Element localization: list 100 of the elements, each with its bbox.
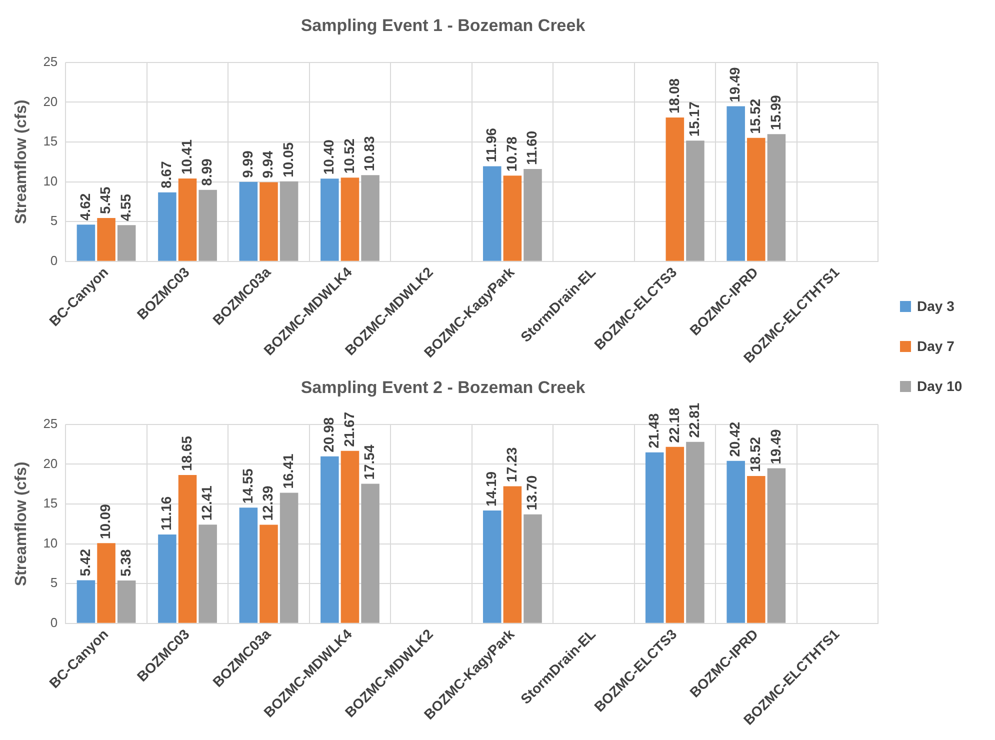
bar (666, 446, 684, 623)
bar (686, 442, 704, 623)
data-label: 15.52 (747, 98, 764, 134)
bar (117, 580, 136, 623)
data-label: 18.08 (666, 78, 682, 114)
bar (97, 543, 116, 623)
data-label: 17.54 (361, 444, 378, 480)
data-label: 10.41 (178, 139, 194, 175)
data-label: 8.67 (158, 160, 174, 188)
y-axis-title: Streamflow (cfs) (13, 100, 30, 224)
bar (198, 190, 217, 261)
y-tick-label: 20 (43, 94, 58, 109)
data-label: 9.94 (260, 150, 276, 178)
data-label: 10.05 (280, 142, 296, 178)
legend-label: Day 10 (917, 378, 962, 394)
bar (178, 178, 197, 261)
bar (503, 176, 522, 261)
bar (239, 508, 258, 623)
bar (483, 166, 502, 261)
bar (340, 178, 360, 261)
data-label: 18.65 (178, 436, 194, 471)
bar (361, 175, 380, 261)
bar (158, 534, 176, 623)
bar (503, 486, 522, 623)
data-label: 22.81 (686, 402, 702, 438)
data-label: 10.09 (97, 504, 114, 540)
y-tick-label: 5 (50, 575, 58, 590)
bar (76, 580, 96, 623)
bar (726, 460, 745, 623)
bar (524, 169, 542, 261)
bar (726, 106, 745, 261)
bar (747, 476, 766, 623)
bar (767, 134, 786, 261)
legend-label: Day 7 (917, 338, 954, 354)
bar (767, 468, 786, 623)
bar (320, 456, 339, 623)
data-label: 10.83 (361, 136, 378, 172)
bar (645, 452, 664, 623)
bar (178, 474, 197, 623)
data-label: 10.40 (320, 139, 337, 175)
legend-label: Day 3 (917, 298, 954, 314)
data-label: 9.99 (239, 150, 256, 178)
y-axis-title: Streamflow (cfs) (13, 462, 30, 586)
data-label: 19.49 (767, 429, 784, 464)
y-tick-label: 25 (43, 416, 58, 431)
bar (686, 140, 704, 261)
data-label: 13.70 (524, 475, 540, 510)
y-tick-label: 0 (50, 614, 58, 630)
bar (97, 218, 116, 261)
data-label: 12.41 (198, 485, 215, 521)
bar (158, 192, 176, 261)
bar (320, 178, 339, 261)
data-label: 15.17 (686, 101, 702, 137)
bar (76, 224, 96, 261)
data-label: 5.38 (117, 549, 134, 577)
bar (260, 182, 278, 261)
data-label: 10.52 (340, 138, 357, 174)
data-label: 4.55 (117, 194, 134, 222)
data-label: 21.48 (645, 413, 662, 448)
y-tick-label: 20 (43, 456, 58, 471)
y-tick-label: 5 (50, 213, 58, 228)
bar (747, 138, 766, 261)
y-tick-label: 0 (50, 252, 58, 268)
data-label: 18.52 (747, 436, 764, 472)
bar (280, 492, 298, 623)
data-label: 20.98 (320, 417, 337, 452)
chart-title: Sampling Event 2 - Bozeman Creek (300, 378, 586, 397)
data-label: 19.49 (726, 67, 743, 102)
data-label: 11.16 (158, 496, 174, 531)
data-label: 16.41 (280, 454, 296, 489)
bar (117, 225, 136, 261)
data-label: 10.78 (503, 136, 520, 172)
data-label: 11.60 (524, 130, 540, 166)
data-label: 22.18 (666, 408, 682, 443)
data-label: 14.19 (483, 471, 499, 506)
data-label: 14.55 (239, 468, 256, 504)
data-label: 20.42 (726, 422, 743, 457)
data-label: 15.99 (767, 94, 784, 130)
bar (198, 524, 217, 623)
bar (280, 181, 298, 261)
chart-title: Sampling Event 1 - Bozeman Creek (300, 16, 586, 35)
data-label: 5.45 (97, 186, 114, 214)
data-label: 8.99 (198, 158, 215, 186)
bar (666, 117, 684, 261)
data-label: 17.23 (503, 446, 520, 482)
bar (361, 484, 380, 623)
data-label: 11.96 (483, 128, 499, 162)
y-tick-label: 15 (43, 496, 58, 511)
data-label: 4.62 (76, 193, 93, 221)
data-label: 12.39 (260, 486, 276, 521)
bar (260, 524, 278, 623)
data-label: 21.67 (340, 412, 357, 447)
y-tick-label: 25 (43, 54, 58, 69)
y-tick-label: 10 (43, 535, 58, 550)
bar (340, 450, 360, 623)
bar (524, 514, 542, 623)
bar (483, 510, 502, 623)
y-tick-label: 10 (43, 173, 58, 188)
data-label: 5.42 (76, 548, 93, 576)
y-tick-label: 15 (43, 134, 58, 149)
